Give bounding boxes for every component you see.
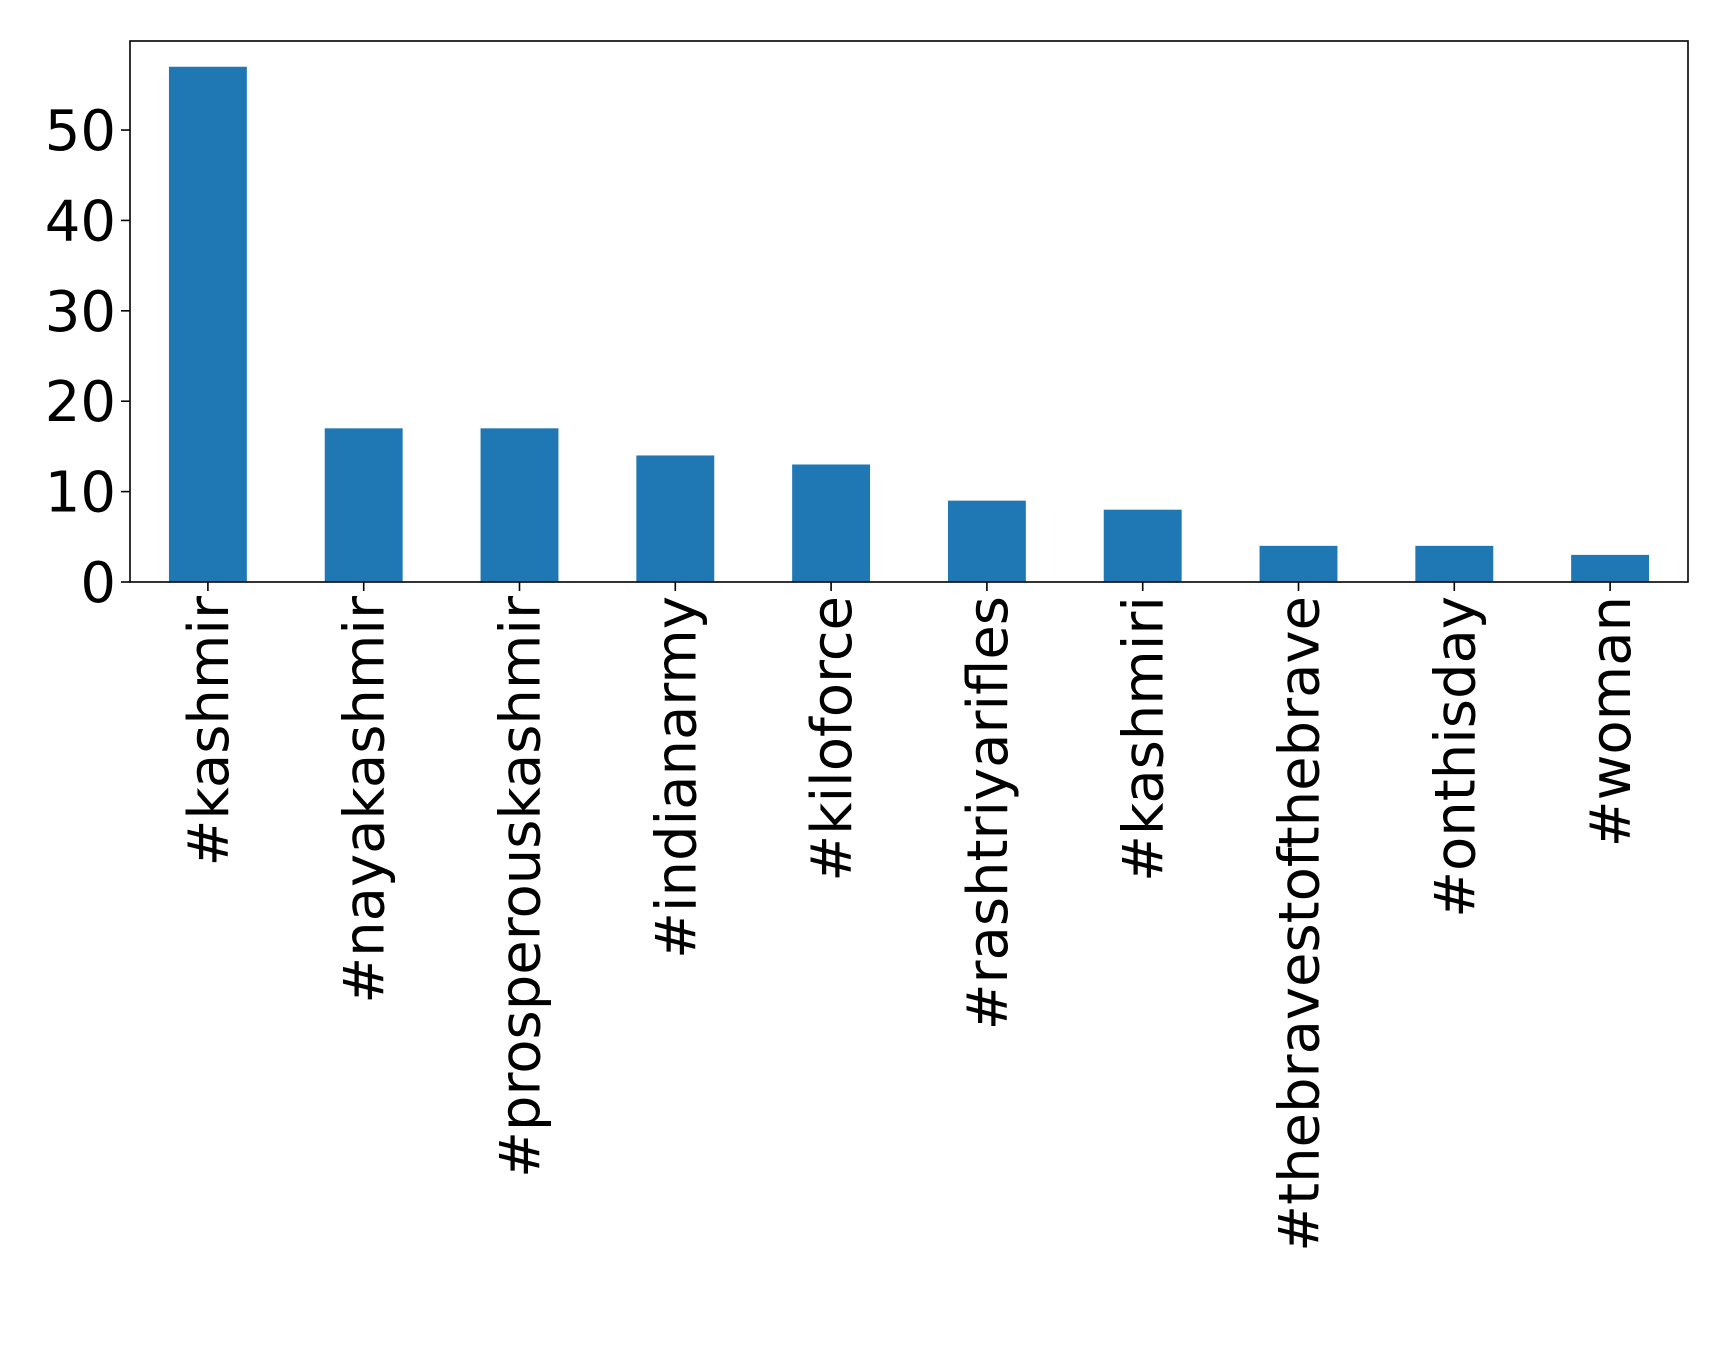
y-tick-label: 0 (80, 551, 116, 616)
x-tick-label: #indianarmy (644, 596, 709, 959)
y-tick-label: 10 (45, 461, 116, 526)
x-tick-label: #kashmiri (1112, 596, 1177, 882)
bar-kashmiri (1103, 509, 1182, 582)
x-tick-label: #rashtriyarifles (956, 596, 1021, 1030)
plot-frame (129, 40, 1689, 583)
bars-layer (168, 66, 1650, 582)
x-tick-label: #kashmir (177, 595, 242, 866)
x-tick-label: #kiloforce (800, 596, 865, 882)
bar-kashmir (168, 66, 247, 582)
y-tick-label: 20 (45, 370, 116, 435)
x-tick-label: #thebravestofthebrave (1268, 596, 1333, 1252)
bar-prosperouskashmir (480, 428, 559, 582)
y-tick-label: 30 (45, 280, 116, 345)
bar-rashtriyarifles (947, 500, 1026, 582)
y-tick-label: 50 (45, 99, 116, 164)
x-tick-label: #prosperouskashmir (489, 595, 554, 1178)
y-axis: 0 10 20 30 40 50 (45, 99, 130, 616)
y-tick-label: 40 (45, 189, 116, 254)
bar-onthisday (1415, 545, 1494, 582)
x-tick-label: #nayakashmir (333, 595, 398, 1004)
bar-woman (1571, 554, 1650, 582)
bar-nayakashmir (324, 428, 403, 582)
bar-indianarmy (636, 455, 715, 582)
x-axis: #kashmir #nayakashmir #prosperouskashmir #i… (177, 582, 1644, 1252)
bar-kiloforce (792, 464, 871, 582)
x-tick-label: #woman (1579, 596, 1644, 847)
bar-thebravestofthebrave (1259, 545, 1338, 582)
x-tick-label: #onthisday (1423, 596, 1488, 918)
